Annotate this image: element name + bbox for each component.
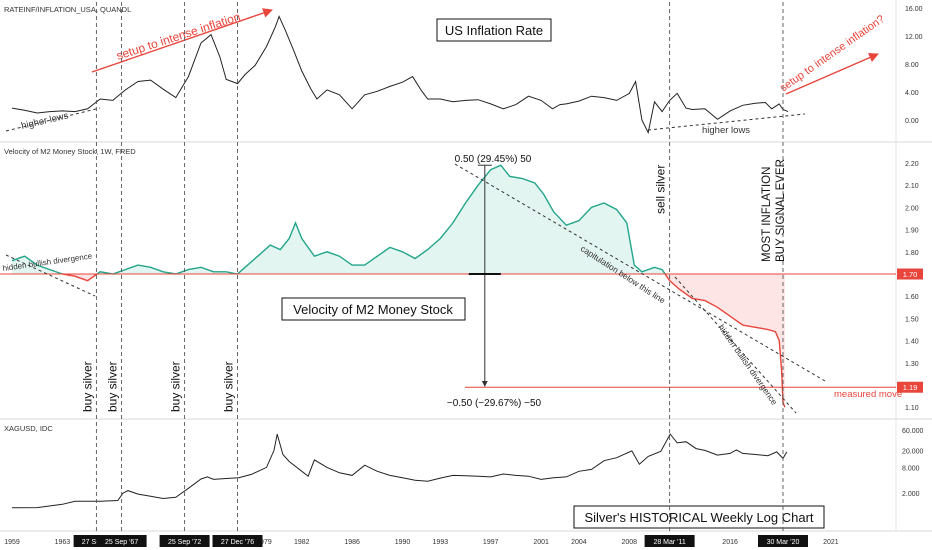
measure-tool xyxy=(468,164,501,387)
x-tick-label: 2008 xyxy=(622,539,638,546)
y-tick-label: 1.80 xyxy=(905,250,919,257)
date-badge-text: 28 Mar '11 xyxy=(653,539,685,546)
silver-title-box xyxy=(573,505,825,529)
target-price-tag xyxy=(897,381,923,393)
velocity-area-below xyxy=(665,274,785,408)
date-badge-text: 25 Sep '72 xyxy=(168,539,201,546)
measured-move-label: measured move xyxy=(834,389,902,400)
x-tick-label: 1963 xyxy=(55,539,71,546)
x-tick-label: 1993 xyxy=(433,539,449,546)
velocity-series-line-below xyxy=(62,273,98,282)
date-badge-text: 25 Sep '67 xyxy=(105,539,138,546)
x-tick-label: 2021 xyxy=(823,539,839,546)
y-tick-label: 8.000 xyxy=(902,465,920,472)
measure-bottom-label: −0.50 (−29.67%) −50 xyxy=(447,398,542,409)
x-tick-label: 2001 xyxy=(533,539,549,546)
y-tick-label: 8.00 xyxy=(905,62,919,69)
silver-panel: XAGUSD, IDC 60.000 20.000 8.000 2.000 Silve… xyxy=(4,424,924,529)
date-badge-text: 27 Dec '76 xyxy=(221,539,254,546)
sell-silver-label: sell silver xyxy=(654,165,668,214)
x-tick-label: 1997 xyxy=(483,539,499,546)
buy-silver-label: buy silver xyxy=(169,361,183,412)
x-tick-label: 1982 xyxy=(294,539,310,546)
y-tick-label: 1.30 xyxy=(905,361,919,368)
velocity-series-line xyxy=(96,164,666,275)
target-price-tag-text: 1.19 xyxy=(903,383,918,392)
date-badge xyxy=(96,535,147,547)
most-inflation-label: MOST INFLATION xyxy=(761,167,773,262)
velocity-series-line xyxy=(11,255,63,275)
y-tick-label: 1.10 xyxy=(905,405,919,412)
right-divergence-line xyxy=(674,276,797,414)
velocity-title-box xyxy=(281,297,466,321)
buy-silver-label: buy silver xyxy=(106,361,120,412)
baseline-price-tag xyxy=(897,268,923,280)
y-tick-label: 1.90 xyxy=(905,228,919,235)
y-tick-label: 2.20 xyxy=(905,161,919,168)
x-tick-label: 2016 xyxy=(722,539,738,546)
date-badge xyxy=(159,535,210,547)
date-badge-text: 27 Sep '1 xyxy=(82,539,111,546)
right-divergence-label: hidden bullish divergence xyxy=(716,322,779,407)
higher-lows-trendline xyxy=(647,113,806,131)
buy-silver-label: buy silver xyxy=(80,361,94,412)
y-tick-label: 4.00 xyxy=(905,90,919,97)
x-tick-label: 1979 xyxy=(256,539,272,546)
y-tick-label: 20.000 xyxy=(902,448,924,455)
y-tick-label: 2.00 xyxy=(905,205,919,212)
velocity-area-above xyxy=(97,165,666,274)
velocity-source-label: Velocity of M2 Money Stock, 1W, FRED xyxy=(4,147,136,156)
higher-lows-trendline xyxy=(5,107,101,132)
x-tick-label: 1990 xyxy=(395,539,411,546)
setup-annotation: setup to intense inflation xyxy=(115,10,242,63)
measure-top-label: 0.50 (29.45%) 50 xyxy=(455,154,532,165)
x-tick-label: 2004 xyxy=(571,539,587,546)
baseline-price-tag-text: 1.70 xyxy=(903,270,918,279)
date-badge xyxy=(644,535,695,547)
y-tick-label: 2.000 xyxy=(902,491,920,498)
inflation-title-box xyxy=(436,18,552,42)
left-divergence-line xyxy=(5,254,96,297)
y-tick-label: 1.60 xyxy=(905,294,919,301)
x-tick-label: 1959 xyxy=(4,539,20,546)
y-tick-label: 0.00 xyxy=(905,118,919,125)
setup-question-annotation: setup to intense inflation? xyxy=(778,13,887,94)
silver-title: Silver's HISTORICAL Weekly Log Chart xyxy=(584,510,813,525)
velocity-series-line-below xyxy=(664,273,786,408)
date-badge xyxy=(212,535,263,547)
silver-series-line xyxy=(11,433,788,509)
y-tick-label: 60.000 xyxy=(902,428,924,435)
y-tick-label: 12.00 xyxy=(905,34,923,41)
y-tick-label: 1.50 xyxy=(905,316,919,323)
time-axis: 1959196319671973197919821986199019931997… xyxy=(4,535,839,547)
inflation-panel: RATEINF/INFLATION_USA, QUANDL 16.00 12.00… xyxy=(4,5,923,136)
inflation-title: US Inflation Rate xyxy=(445,23,543,38)
x-tick-label: 1986 xyxy=(344,539,360,546)
velocity-title: Velocity of M2 Money Stock xyxy=(293,302,453,317)
y-tick-label: 1.40 xyxy=(905,339,919,346)
buy-signal-label: BUY SIGNAL EVER xyxy=(775,159,787,262)
inflation-source-label: RATEINF/INFLATION_USA, QUANDL xyxy=(4,5,131,14)
velocity-panel: Velocity of M2 Money Stock, 1W, FRED 2.2… xyxy=(0,147,923,414)
inflation-series-line xyxy=(11,15,789,135)
silver-source-label: XAGUSD, IDC xyxy=(4,424,53,433)
setup-question-arrow xyxy=(785,53,879,95)
y-tick-label: 2.10 xyxy=(905,183,919,190)
higher-lows-label: higher lows xyxy=(20,110,70,132)
date-badge-text: 30 Mar '20 xyxy=(767,539,800,546)
date-badge xyxy=(758,535,808,547)
event-markers: buy silver buy silver buy silver buy silver… xyxy=(80,2,784,531)
y-tick-label: 16.00 xyxy=(905,6,923,13)
higher-lows-label: higher lows xyxy=(702,125,750,136)
buy-silver-label: buy silver xyxy=(222,361,236,412)
